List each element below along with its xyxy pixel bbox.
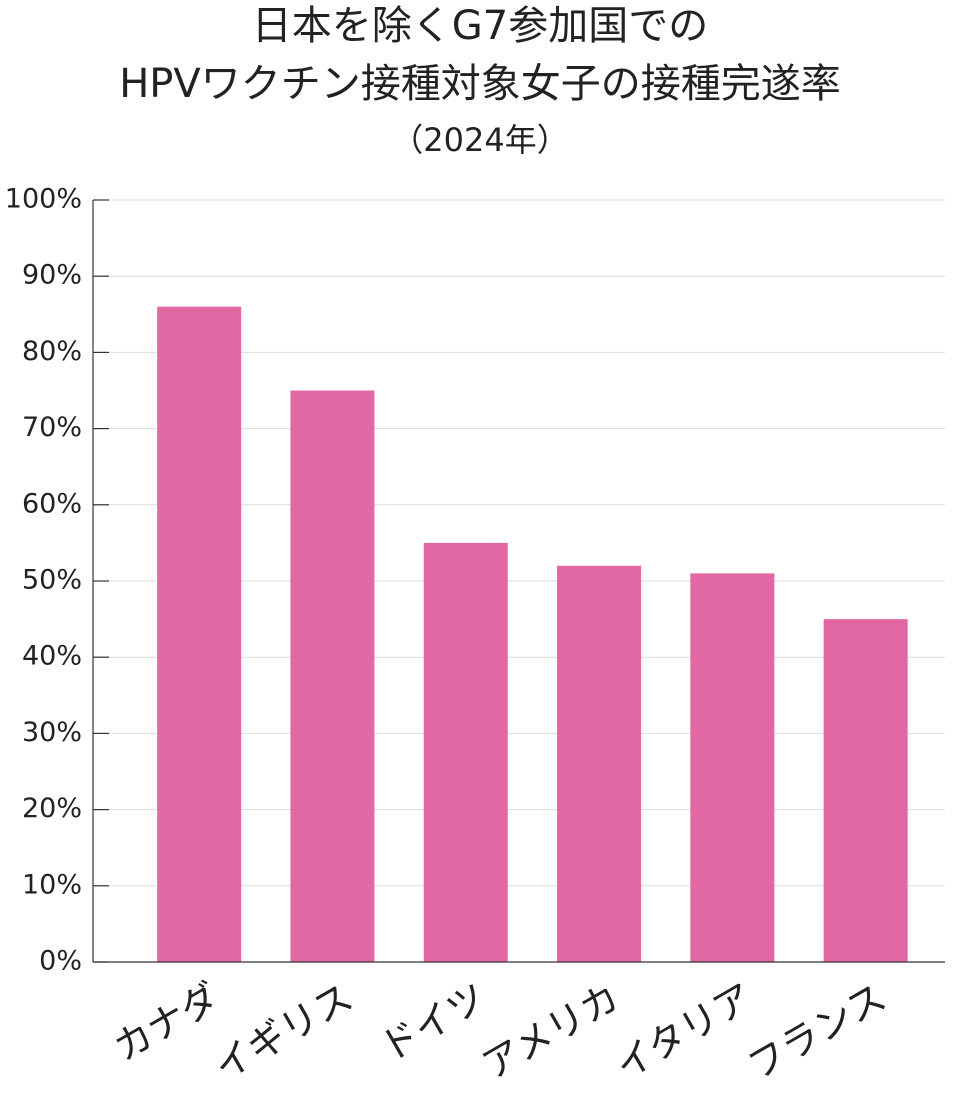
x-tick-label: アメリカ <box>475 975 627 1088</box>
bar <box>690 573 775 962</box>
y-tick-label: 70% <box>22 412 82 443</box>
bar <box>823 619 908 962</box>
y-tick-label: 60% <box>22 488 82 519</box>
y-tick-label: 100% <box>5 184 82 215</box>
x-tick-label: フランス <box>740 975 893 1089</box>
chart-title: 日本を除くG7参加国での <box>252 3 708 49</box>
y-tick-label: 50% <box>22 565 82 596</box>
x-tick-label: イギリス <box>207 975 361 1089</box>
y-tick-label: 80% <box>22 336 82 367</box>
y-tick-label: 30% <box>22 717 82 748</box>
chart-subtitle: （2024年） <box>391 121 568 159</box>
bar <box>157 306 242 962</box>
y-tick-label: 40% <box>22 641 82 672</box>
y-tick-label: 20% <box>22 793 82 824</box>
bar <box>290 390 375 962</box>
x-tick-label: イタリア <box>608 975 760 1088</box>
x-tick-label: ドイツ <box>373 975 494 1070</box>
y-tick-label: 10% <box>22 869 82 900</box>
chart-title: HPVワクチン接種対象女子の接種完遂率 <box>119 61 841 107</box>
y-tick-label: 0% <box>39 946 82 977</box>
bar <box>557 565 642 962</box>
bar <box>423 542 508 962</box>
y-tick-label: 90% <box>22 260 82 291</box>
